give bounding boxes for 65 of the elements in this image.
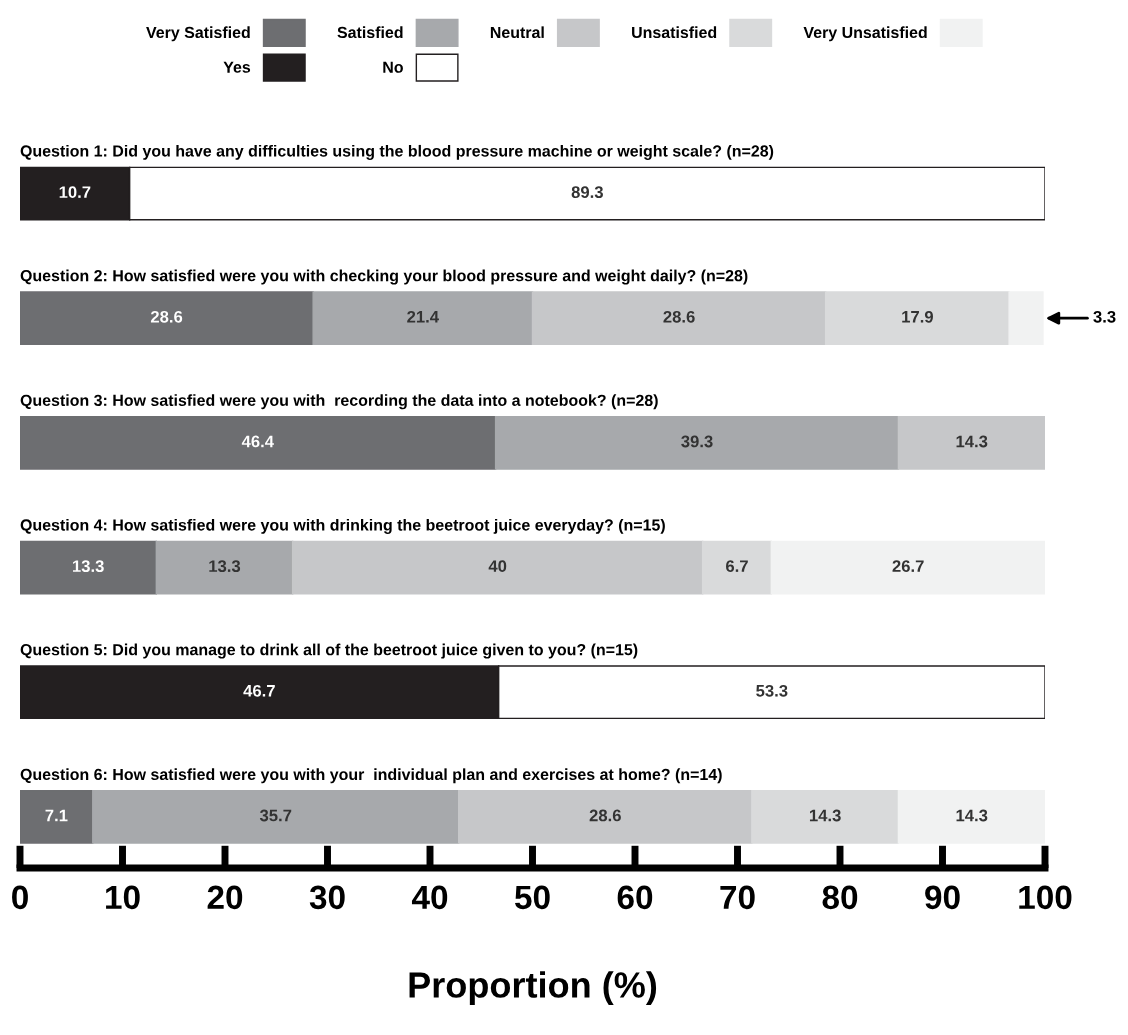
bar xyxy=(1008,291,1044,346)
legend-label: No xyxy=(383,61,403,73)
data-label: 17.9 xyxy=(902,310,933,323)
y-tick-label: Question 5: Did you manage to drink all of the beetroot juice given to you? (n=15) xyxy=(20,643,638,659)
x-tick-label: 20 xyxy=(207,885,243,910)
bar xyxy=(92,790,460,844)
bar xyxy=(20,790,94,844)
data-label: 14.3 xyxy=(809,809,841,822)
x-tick-label: 90 xyxy=(925,885,960,910)
x-tick-label: 60 xyxy=(617,885,653,910)
x-tick-label: 0 xyxy=(12,885,28,910)
data-label: 28.6 xyxy=(150,310,183,323)
data-label: 6.7 xyxy=(726,560,748,573)
data-label: 28.6 xyxy=(663,310,695,323)
bar xyxy=(824,291,1010,346)
data-label: 53.3 xyxy=(756,684,788,697)
data-label: 10.7 xyxy=(59,186,91,199)
x-tick-label: 10 xyxy=(106,885,140,910)
y-tick-label: Question 3: How satisfied were you with recording the data into a notebook? (n=28) xyxy=(20,394,658,410)
legend-label: Yes xyxy=(223,61,251,73)
bar xyxy=(494,416,900,470)
y-tick-label: Question 2: How satisfied were you with checking your blood pressure and weight daily? (n=28) xyxy=(20,269,748,285)
legend-label: Unsatisfied xyxy=(632,26,717,39)
bar xyxy=(458,790,753,844)
data-label: 26.7 xyxy=(892,560,924,573)
data-label: 7.1 xyxy=(45,809,68,822)
bar xyxy=(751,790,900,844)
x-tick-label: 30 xyxy=(309,885,345,910)
data-label: 13.3 xyxy=(72,560,104,573)
legend-label: Neutral xyxy=(490,26,544,39)
x-tick-label: 70 xyxy=(720,885,755,910)
x-tick-label: 50 xyxy=(514,885,550,910)
legend-label: Satisfied xyxy=(337,26,403,39)
data-label: 28.6 xyxy=(589,809,621,822)
y-tick-label: Question 6: How satisfied were you with your individual plan and exercises at home? (n=14) xyxy=(20,768,722,784)
x-tick-label: 40 xyxy=(411,885,448,910)
bar xyxy=(20,291,314,346)
data-label: 40 xyxy=(488,560,507,573)
bar xyxy=(897,416,1045,470)
x-tick-label: 80 xyxy=(822,885,858,910)
bar xyxy=(20,416,497,470)
data-label: 14.3 xyxy=(956,809,988,822)
data-label: 13.3 xyxy=(209,560,241,573)
bar xyxy=(155,540,294,595)
bar xyxy=(312,291,534,346)
legend-label: Very Unsatisfied xyxy=(803,26,927,42)
y-tick-label: Question 4: How satisfied were you with drinking the beetroot juice everyday? (n=15) xyxy=(20,518,665,534)
bar xyxy=(531,291,827,346)
data-label: 21.4 xyxy=(407,310,439,323)
bar xyxy=(20,540,158,595)
data-label: 14.3 xyxy=(956,435,988,448)
bar xyxy=(291,540,704,595)
x-tick-label: 100 xyxy=(1019,885,1072,910)
bar xyxy=(701,540,773,595)
data-label: 46.7 xyxy=(243,684,275,697)
data-label: 39.3 xyxy=(681,435,713,448)
data-label: 46.4 xyxy=(241,435,274,448)
y-tick-label: Question 1: Did you have any difficulties using the blood pressure machine or weight scale? (n=28) xyxy=(20,144,774,160)
bar xyxy=(770,540,1045,595)
legend-label: Very Satisfied xyxy=(146,26,250,42)
data-label: 89.3 xyxy=(571,186,603,199)
data-label: 3.3 xyxy=(1093,310,1116,323)
data-label: 35.7 xyxy=(259,809,292,822)
bar xyxy=(897,790,1045,844)
x-axis-title: Proportion (%) xyxy=(409,971,657,1005)
